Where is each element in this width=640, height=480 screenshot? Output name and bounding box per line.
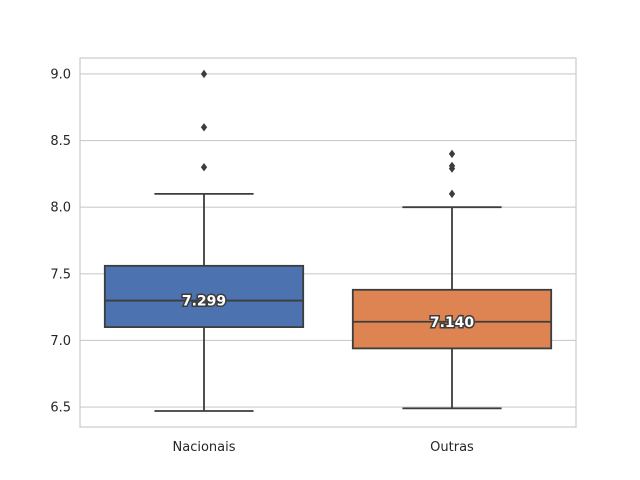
box-groups: 7.299 7.140	[103, 69, 553, 412]
x-tick-label: Outras	[430, 440, 474, 455]
outlier-point	[448, 149, 456, 159]
plot-frame	[79, 57, 577, 428]
x-axis-ticks: Nacionais Outras	[173, 440, 475, 455]
outlier-point	[200, 69, 208, 79]
y-tick-label: 6.5	[50, 401, 71, 416]
x-tick-label: Nacionais	[173, 440, 236, 455]
box-group-nacionais: 7.299	[103, 69, 305, 412]
median-value-label: 7.140	[430, 315, 475, 331]
outlier-point	[448, 189, 456, 199]
grid-lines	[80, 73, 576, 408]
y-tick-label: 8.5	[50, 134, 71, 149]
outlier-point	[200, 123, 208, 132]
iqr-box	[351, 288, 553, 350]
y-tick-label: 7.5	[50, 267, 71, 282]
median-value-label: 7.299	[182, 294, 226, 310]
outlier-point	[448, 161, 456, 171]
y-axis-ticks: 6.5 7.0 7.5 8.0 8.5 9.0	[50, 67, 71, 415]
box-group-outras: 7.140	[351, 149, 553, 410]
y-tick-label: 9.0	[50, 67, 71, 82]
y-tick-label: 8.0	[50, 201, 71, 216]
iqr-box	[103, 264, 305, 328]
outlier-point	[200, 163, 208, 172]
y-tick-label: 7.0	[50, 334, 71, 349]
